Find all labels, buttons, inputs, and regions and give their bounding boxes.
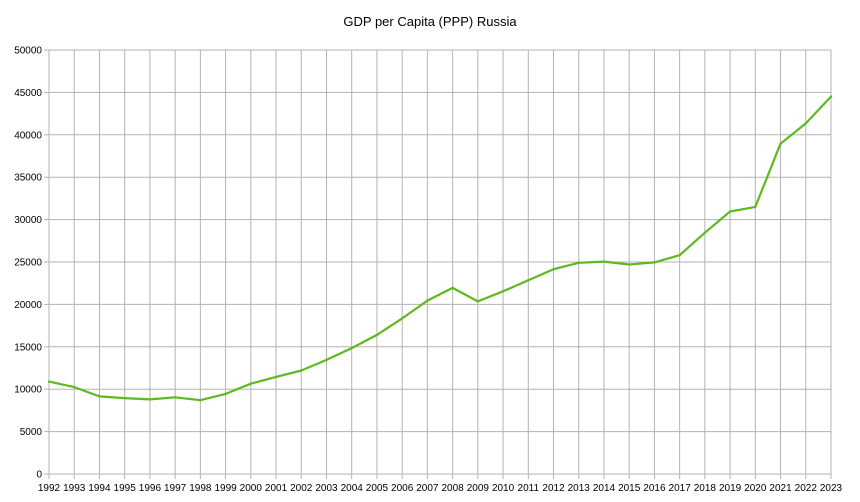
x-tick-label: 2016 xyxy=(643,483,666,494)
x-tick-label: 1992 xyxy=(38,483,61,494)
x-tick-label: 2015 xyxy=(618,483,641,494)
x-tick-label: 2023 xyxy=(820,483,843,494)
x-tick-label: 2004 xyxy=(341,483,364,494)
x-tick-label: 2001 xyxy=(265,483,288,494)
data-point xyxy=(829,95,833,98)
y-tick-label: 45000 xyxy=(14,88,42,99)
data-point xyxy=(501,290,505,293)
data-point xyxy=(274,375,278,379)
chart-title: GDP per Capita (PPP) Russia xyxy=(343,14,517,29)
y-tick-label: 25000 xyxy=(14,258,42,269)
data-point xyxy=(300,369,303,372)
data-point xyxy=(400,317,404,320)
data-point xyxy=(426,299,429,302)
x-tick-label: 2008 xyxy=(441,483,464,494)
data-point xyxy=(199,399,202,402)
data-point xyxy=(754,205,757,209)
data-point xyxy=(552,268,555,271)
x-tick-label: 2012 xyxy=(542,483,565,494)
x-tick-label: 2006 xyxy=(391,483,414,494)
y-tick-label: 0 xyxy=(36,470,42,481)
x-tick-label: 2003 xyxy=(315,483,338,494)
x-tick-label: 2021 xyxy=(769,483,792,494)
data-point xyxy=(350,346,353,350)
x-tick-label: 1993 xyxy=(63,483,86,494)
data-point xyxy=(148,398,152,401)
x-tick-label: 1998 xyxy=(189,483,212,494)
x-tick-label: 2005 xyxy=(366,483,389,494)
y-tick-label: 40000 xyxy=(14,130,42,141)
x-tick-label: 1995 xyxy=(114,483,137,494)
x-tick-label: 2002 xyxy=(290,483,313,494)
y-tick-label: 30000 xyxy=(14,215,42,226)
data-point xyxy=(173,396,177,399)
y-tick-label: 15000 xyxy=(14,342,42,353)
data-point xyxy=(476,300,480,303)
data-point xyxy=(73,385,76,389)
y-tick-label: 50000 xyxy=(14,46,42,57)
data-point xyxy=(98,395,101,398)
x-tick-label: 2007 xyxy=(416,483,439,494)
y-tick-label: 5000 xyxy=(20,427,43,438)
x-tick-label: 2018 xyxy=(694,483,717,494)
x-tick-label: 2019 xyxy=(719,483,742,494)
data-point xyxy=(653,261,656,264)
x-tick-label: 1997 xyxy=(164,483,187,494)
data-point xyxy=(602,260,606,263)
data-point xyxy=(779,142,782,145)
data-point xyxy=(627,263,631,266)
data-point xyxy=(451,286,454,290)
x-tick-label: 2014 xyxy=(593,483,616,494)
y-tick-label: 20000 xyxy=(14,300,42,311)
data-point xyxy=(728,210,732,213)
data-point xyxy=(224,392,227,396)
y-tick-label: 10000 xyxy=(14,385,42,396)
x-tick-label: 2011 xyxy=(518,483,540,494)
data-point xyxy=(249,382,253,385)
x-tick-label: 2010 xyxy=(492,483,515,494)
data-point xyxy=(375,333,379,337)
data-point xyxy=(325,358,328,362)
x-tick-label: 2009 xyxy=(467,483,490,494)
x-tick-label: 1994 xyxy=(88,483,111,494)
x-tick-label: 1999 xyxy=(214,483,237,494)
data-point xyxy=(703,231,707,234)
data-point xyxy=(47,380,51,383)
y-tick-label: 35000 xyxy=(14,173,42,184)
x-tick-label: 2017 xyxy=(669,483,692,494)
data-point xyxy=(678,254,681,257)
series-line xyxy=(48,95,832,402)
x-tick-label: 1996 xyxy=(139,483,162,494)
data-point xyxy=(577,261,580,265)
x-tick-label: 2022 xyxy=(795,483,818,494)
data-point xyxy=(804,122,807,125)
x-tick-label: 2000 xyxy=(240,483,263,494)
data-point xyxy=(123,396,126,400)
x-tick-label: 2013 xyxy=(568,483,591,494)
x-tick-label: 2020 xyxy=(744,483,767,494)
data-point xyxy=(527,279,530,282)
